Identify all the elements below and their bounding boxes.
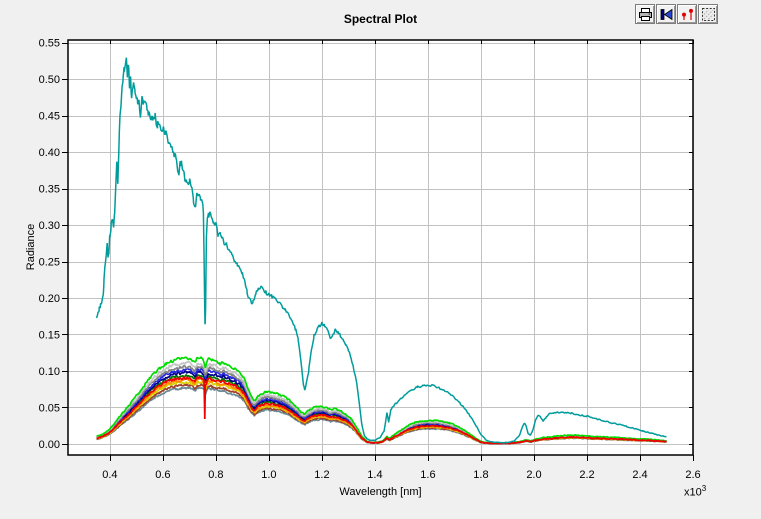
x-tick-label: 1.0 <box>261 469 276 481</box>
spectrum-red <box>96 376 667 445</box>
plot-markers-button[interactable] <box>677 4 697 24</box>
x-tick-label: 1.2 <box>314 469 329 481</box>
y-tick-label: 0.30 <box>39 220 60 232</box>
x-tick-label: 2.2 <box>579 469 594 481</box>
y-tick-label: 0.05 <box>39 402 60 414</box>
y-tick-label: 0.50 <box>39 74 60 86</box>
x-tick-label: 0.4 <box>102 469 117 481</box>
x-tick-label: 0.8 <box>208 469 223 481</box>
y-tick-label: 0.40 <box>39 147 60 159</box>
y-tick-label: 0.45 <box>39 111 60 123</box>
x-axis-label: Wavelength [nm] <box>339 486 422 498</box>
select-region-button[interactable] <box>698 4 718 24</box>
x-axis-multiplier-base: x10 <box>684 486 702 499</box>
plot-border <box>67 39 694 456</box>
printer-icon <box>638 7 652 21</box>
x-tick-label: 0.6 <box>155 469 170 481</box>
y-tick-label: 0.55 <box>39 38 60 50</box>
plot-title: Spectral Plot <box>343 12 418 26</box>
print-button[interactable] <box>635 4 655 24</box>
x-tick-label: 2.6 <box>685 469 700 481</box>
y-tick-label: 0.25 <box>39 257 60 269</box>
collect-spectra-button[interactable] <box>656 4 676 24</box>
x-tick-label: 1.6 <box>420 469 435 481</box>
toolbar <box>635 4 718 24</box>
x-axis-multiplier: x103 <box>684 484 706 499</box>
x-tick-label: 2.0 <box>526 469 541 481</box>
x-tick-label: 1.4 <box>367 469 382 481</box>
y-tick-label: 0.20 <box>39 293 60 305</box>
tick-labels: 0.4 0.6 0.8 1.0 1.2 1.4 1.6 1.8 2.0 2.2 2.4 2.6 0.00… <box>39 38 701 481</box>
dashed-region-icon <box>701 7 715 21</box>
curves <box>95 57 668 445</box>
red-pins-icon <box>681 8 693 20</box>
plot-background <box>68 40 693 455</box>
y-tick-label: 0.15 <box>39 329 60 341</box>
x-tick-label: 2.4 <box>632 469 647 481</box>
x-axis-multiplier-exponent: 3 <box>701 484 707 493</box>
x-tick-label: 1.8 <box>473 469 488 481</box>
y-tick-label: 0.10 <box>39 366 60 378</box>
blue-arrow-left-icon <box>660 8 672 20</box>
y-tick-label: 0.00 <box>39 439 60 451</box>
spectrum-reference-teal <box>95 57 667 444</box>
y-tick-label: 0.35 <box>39 184 60 196</box>
